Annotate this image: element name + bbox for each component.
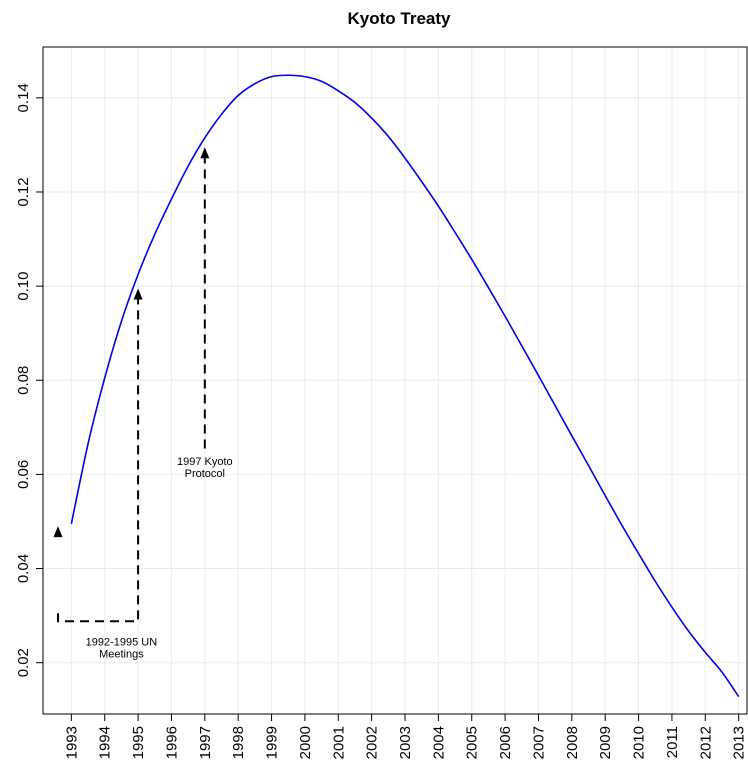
x-tick-label: 1996 bbox=[163, 726, 180, 759]
annotation-dashed-line bbox=[57, 297, 140, 623]
x-tick-label: 2001 bbox=[330, 726, 347, 759]
annotation-label-line: Meetings bbox=[99, 648, 144, 660]
x-tick-label: 1995 bbox=[130, 726, 147, 759]
x-tick-label: 2003 bbox=[397, 726, 414, 759]
annotation-label: 1992-1995 UN Meetings bbox=[86, 636, 158, 660]
y-tick-label: 0.14 bbox=[15, 83, 32, 112]
x-tick-label: 2013 bbox=[731, 726, 748, 759]
x-tick-label: 2006 bbox=[497, 726, 514, 759]
x-tick-label: 2004 bbox=[430, 726, 447, 759]
x-tick-label: 2010 bbox=[631, 726, 648, 759]
y-tick-label: 0.04 bbox=[15, 554, 32, 583]
x-tick-label: 2008 bbox=[564, 726, 581, 759]
annotation-arrowhead bbox=[200, 147, 210, 159]
x-tick-label: 2005 bbox=[464, 726, 481, 759]
annotation-layer: 1992-1995 UN Meetings 1997 Kyoto Protocol bbox=[53, 147, 233, 660]
y-tick-label: 0.10 bbox=[15, 272, 32, 301]
annotation-label-line: Protocol bbox=[185, 468, 225, 480]
x-tick-label: 1993 bbox=[63, 726, 80, 759]
annotation-arrowhead bbox=[53, 526, 63, 538]
x-tick-label: 2002 bbox=[364, 726, 381, 759]
x-tick-label: 2007 bbox=[530, 726, 547, 759]
y-tick-label: 0.08 bbox=[15, 366, 32, 395]
series-layer bbox=[70, 74, 740, 698]
x-tick-label: 2000 bbox=[297, 726, 314, 759]
series-line-0 bbox=[70, 74, 740, 698]
x-tick-label: 1999 bbox=[264, 726, 281, 759]
annotation-label-line: 1997 Kyoto bbox=[177, 456, 233, 468]
y-tick-label: 0.06 bbox=[15, 460, 32, 489]
x-tick-label: 2011 bbox=[664, 726, 681, 758]
annotation-label: 1997 Kyoto Protocol bbox=[177, 456, 233, 480]
x-tick-label: 2012 bbox=[697, 726, 714, 759]
x-tick-label: 2009 bbox=[597, 726, 614, 759]
y-tick-label: 0.12 bbox=[15, 177, 32, 206]
chart-title: Kyoto Treaty bbox=[348, 9, 452, 28]
axis-layer: 1993 1994 1995 1996 1997 1998 1999 2000 2001 2002… bbox=[15, 83, 748, 759]
annotation-arrowhead bbox=[133, 288, 143, 300]
grid-layer bbox=[43, 47, 747, 714]
x-tick-label: 1998 bbox=[230, 726, 247, 759]
y-tick-label: 0.02 bbox=[15, 648, 32, 677]
x-tick-label: 1994 bbox=[97, 726, 114, 759]
x-tick-label: 1997 bbox=[197, 726, 214, 759]
annotation-label-line: 1992-1995 UN bbox=[86, 636, 158, 648]
annotation-1: 1997 Kyoto Protocol bbox=[177, 147, 233, 480]
annotation-0: 1992-1995 UN Meetings bbox=[53, 288, 158, 660]
